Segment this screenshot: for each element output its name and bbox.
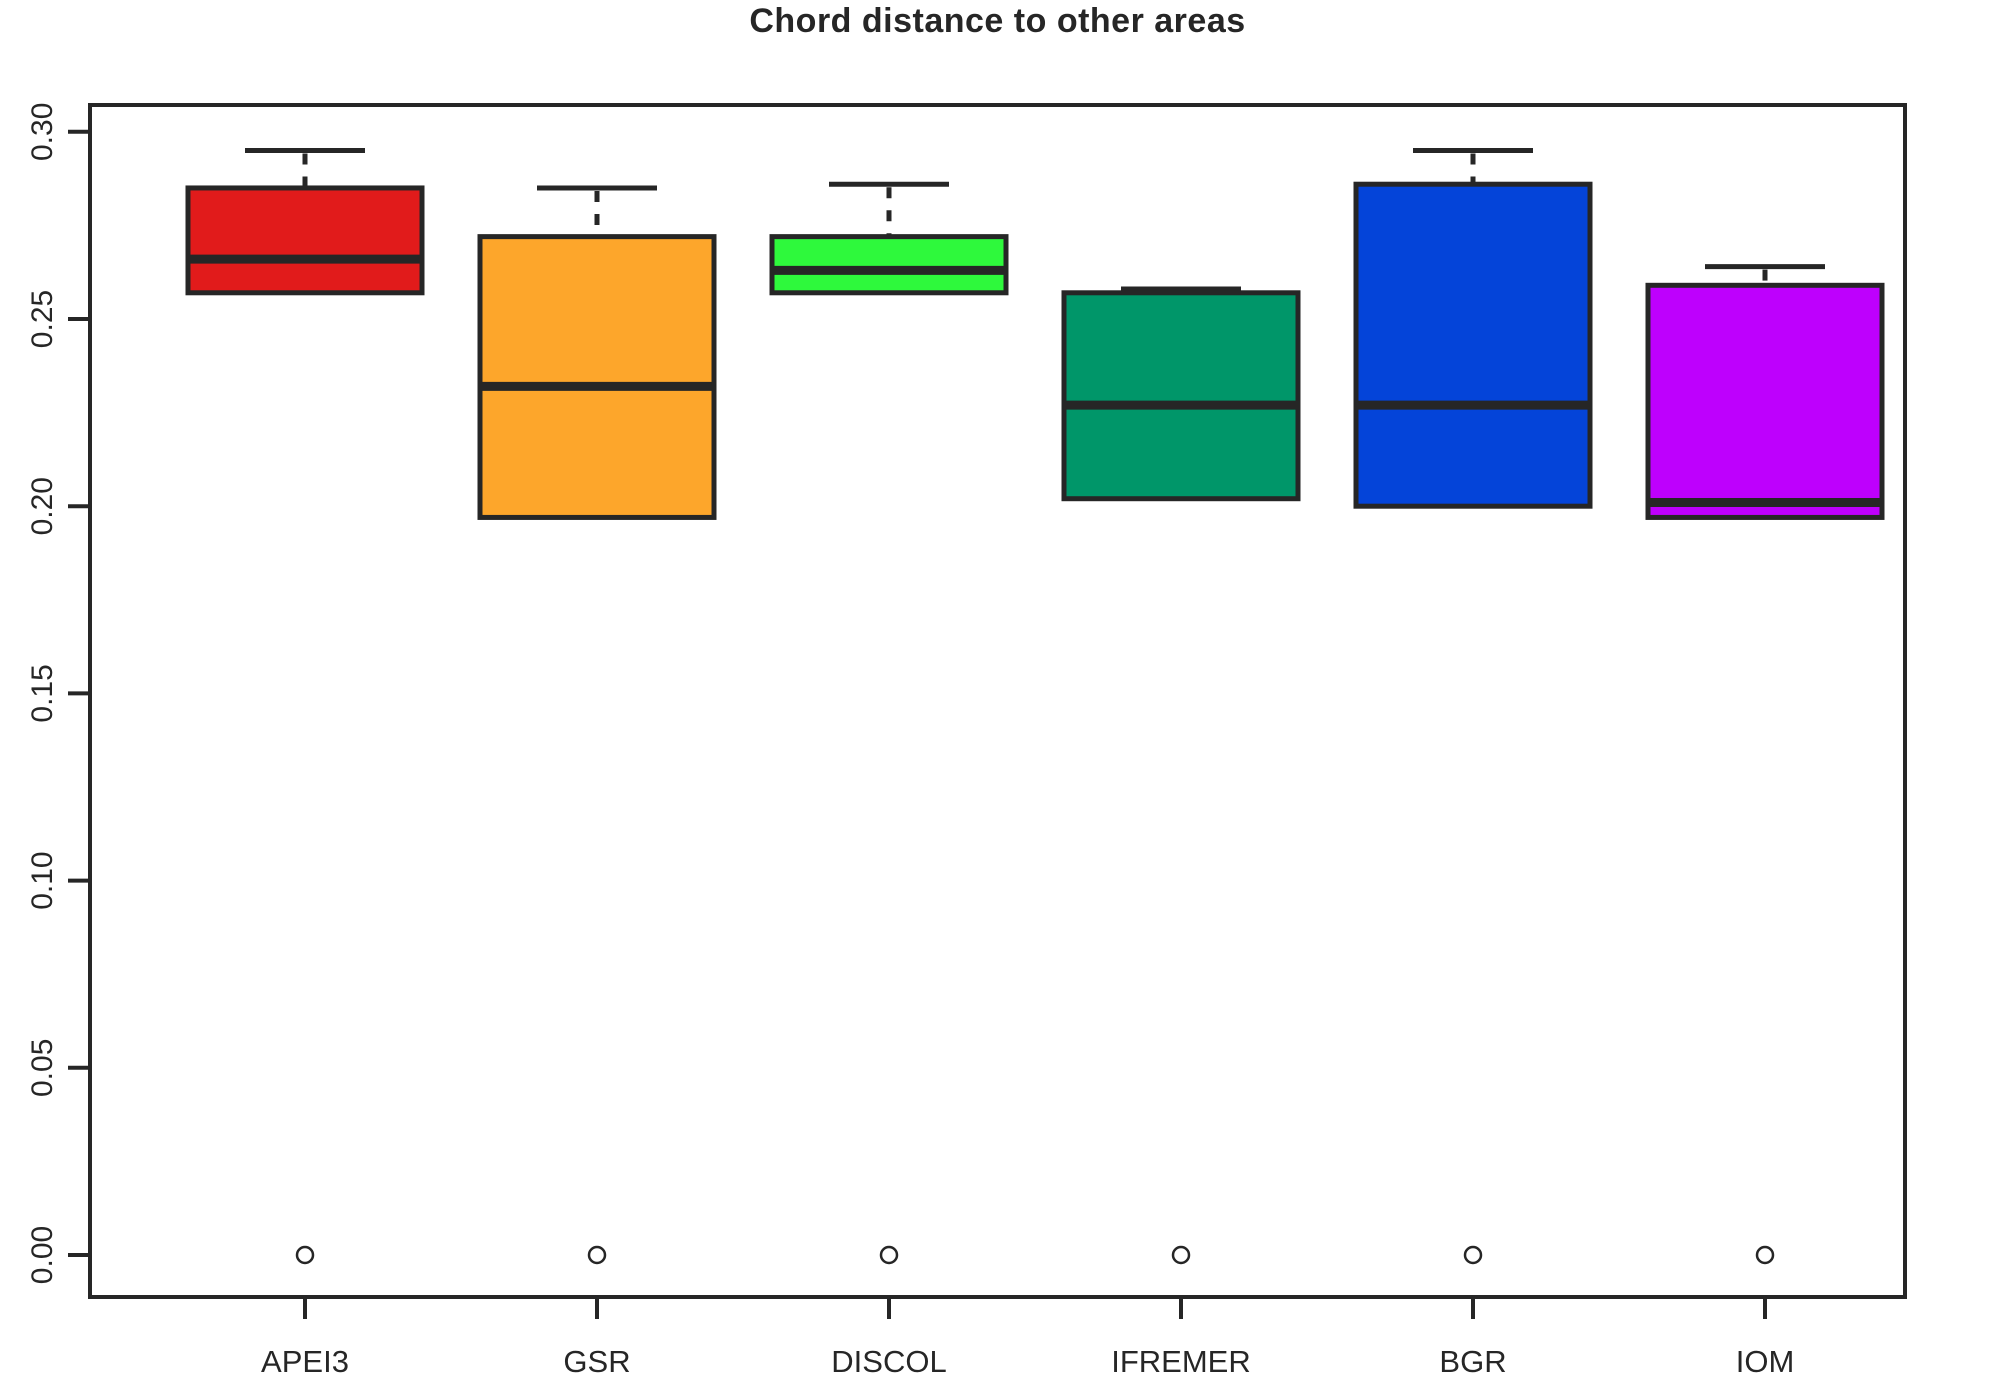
y-axis-tick-label: 0.25	[26, 290, 59, 348]
outlier-point	[295, 1245, 315, 1265]
y-axis-tick-label: 0.00	[26, 1226, 59, 1284]
boxplot-group-discol: DISCOL	[769, 181, 1009, 1379]
x-category-label: GSR	[563, 1344, 630, 1379]
y-axis-tick-label: 0.10	[26, 851, 59, 909]
y-axis-tick-label: 0.30	[26, 103, 59, 161]
iqr-box	[769, 234, 1009, 296]
x-category-label: BGR	[1439, 1344, 1506, 1379]
boxplot-group-ifremer: IFREMER	[1061, 286, 1301, 1379]
iqr-box	[185, 185, 425, 296]
x-category-label: APEI3	[261, 1344, 349, 1379]
outlier-point	[879, 1245, 899, 1265]
iqr-box	[477, 234, 717, 520]
iqr-box	[1645, 282, 1885, 520]
outlier-point	[1755, 1245, 1775, 1265]
boxplot-group-apei3: APEI3	[185, 148, 425, 1379]
boxplot-group-bgr: BGR	[1353, 148, 1593, 1379]
x-category-label: IOM	[1736, 1344, 1795, 1379]
y-axis-tick-label: 0.20	[26, 477, 59, 535]
boxplot-group-iom: IOM	[1645, 264, 1885, 1379]
outlier-point	[1463, 1245, 1483, 1265]
chart-title: Chord distance to other areas	[749, 2, 1246, 40]
y-axis-tick-label: 0.15	[26, 664, 59, 722]
x-category-label: IFREMER	[1111, 1344, 1251, 1379]
iqr-box	[1353, 181, 1593, 509]
y-axis-tick-label: 0.05	[26, 1039, 59, 1097]
boxplot-group-gsr: GSR	[477, 185, 717, 1379]
iqr-box	[1061, 290, 1301, 502]
outlier-point	[1171, 1245, 1191, 1265]
x-category-label: DISCOL	[831, 1344, 946, 1379]
outlier-point	[587, 1245, 607, 1265]
plot-frame	[88, 103, 1907, 1299]
